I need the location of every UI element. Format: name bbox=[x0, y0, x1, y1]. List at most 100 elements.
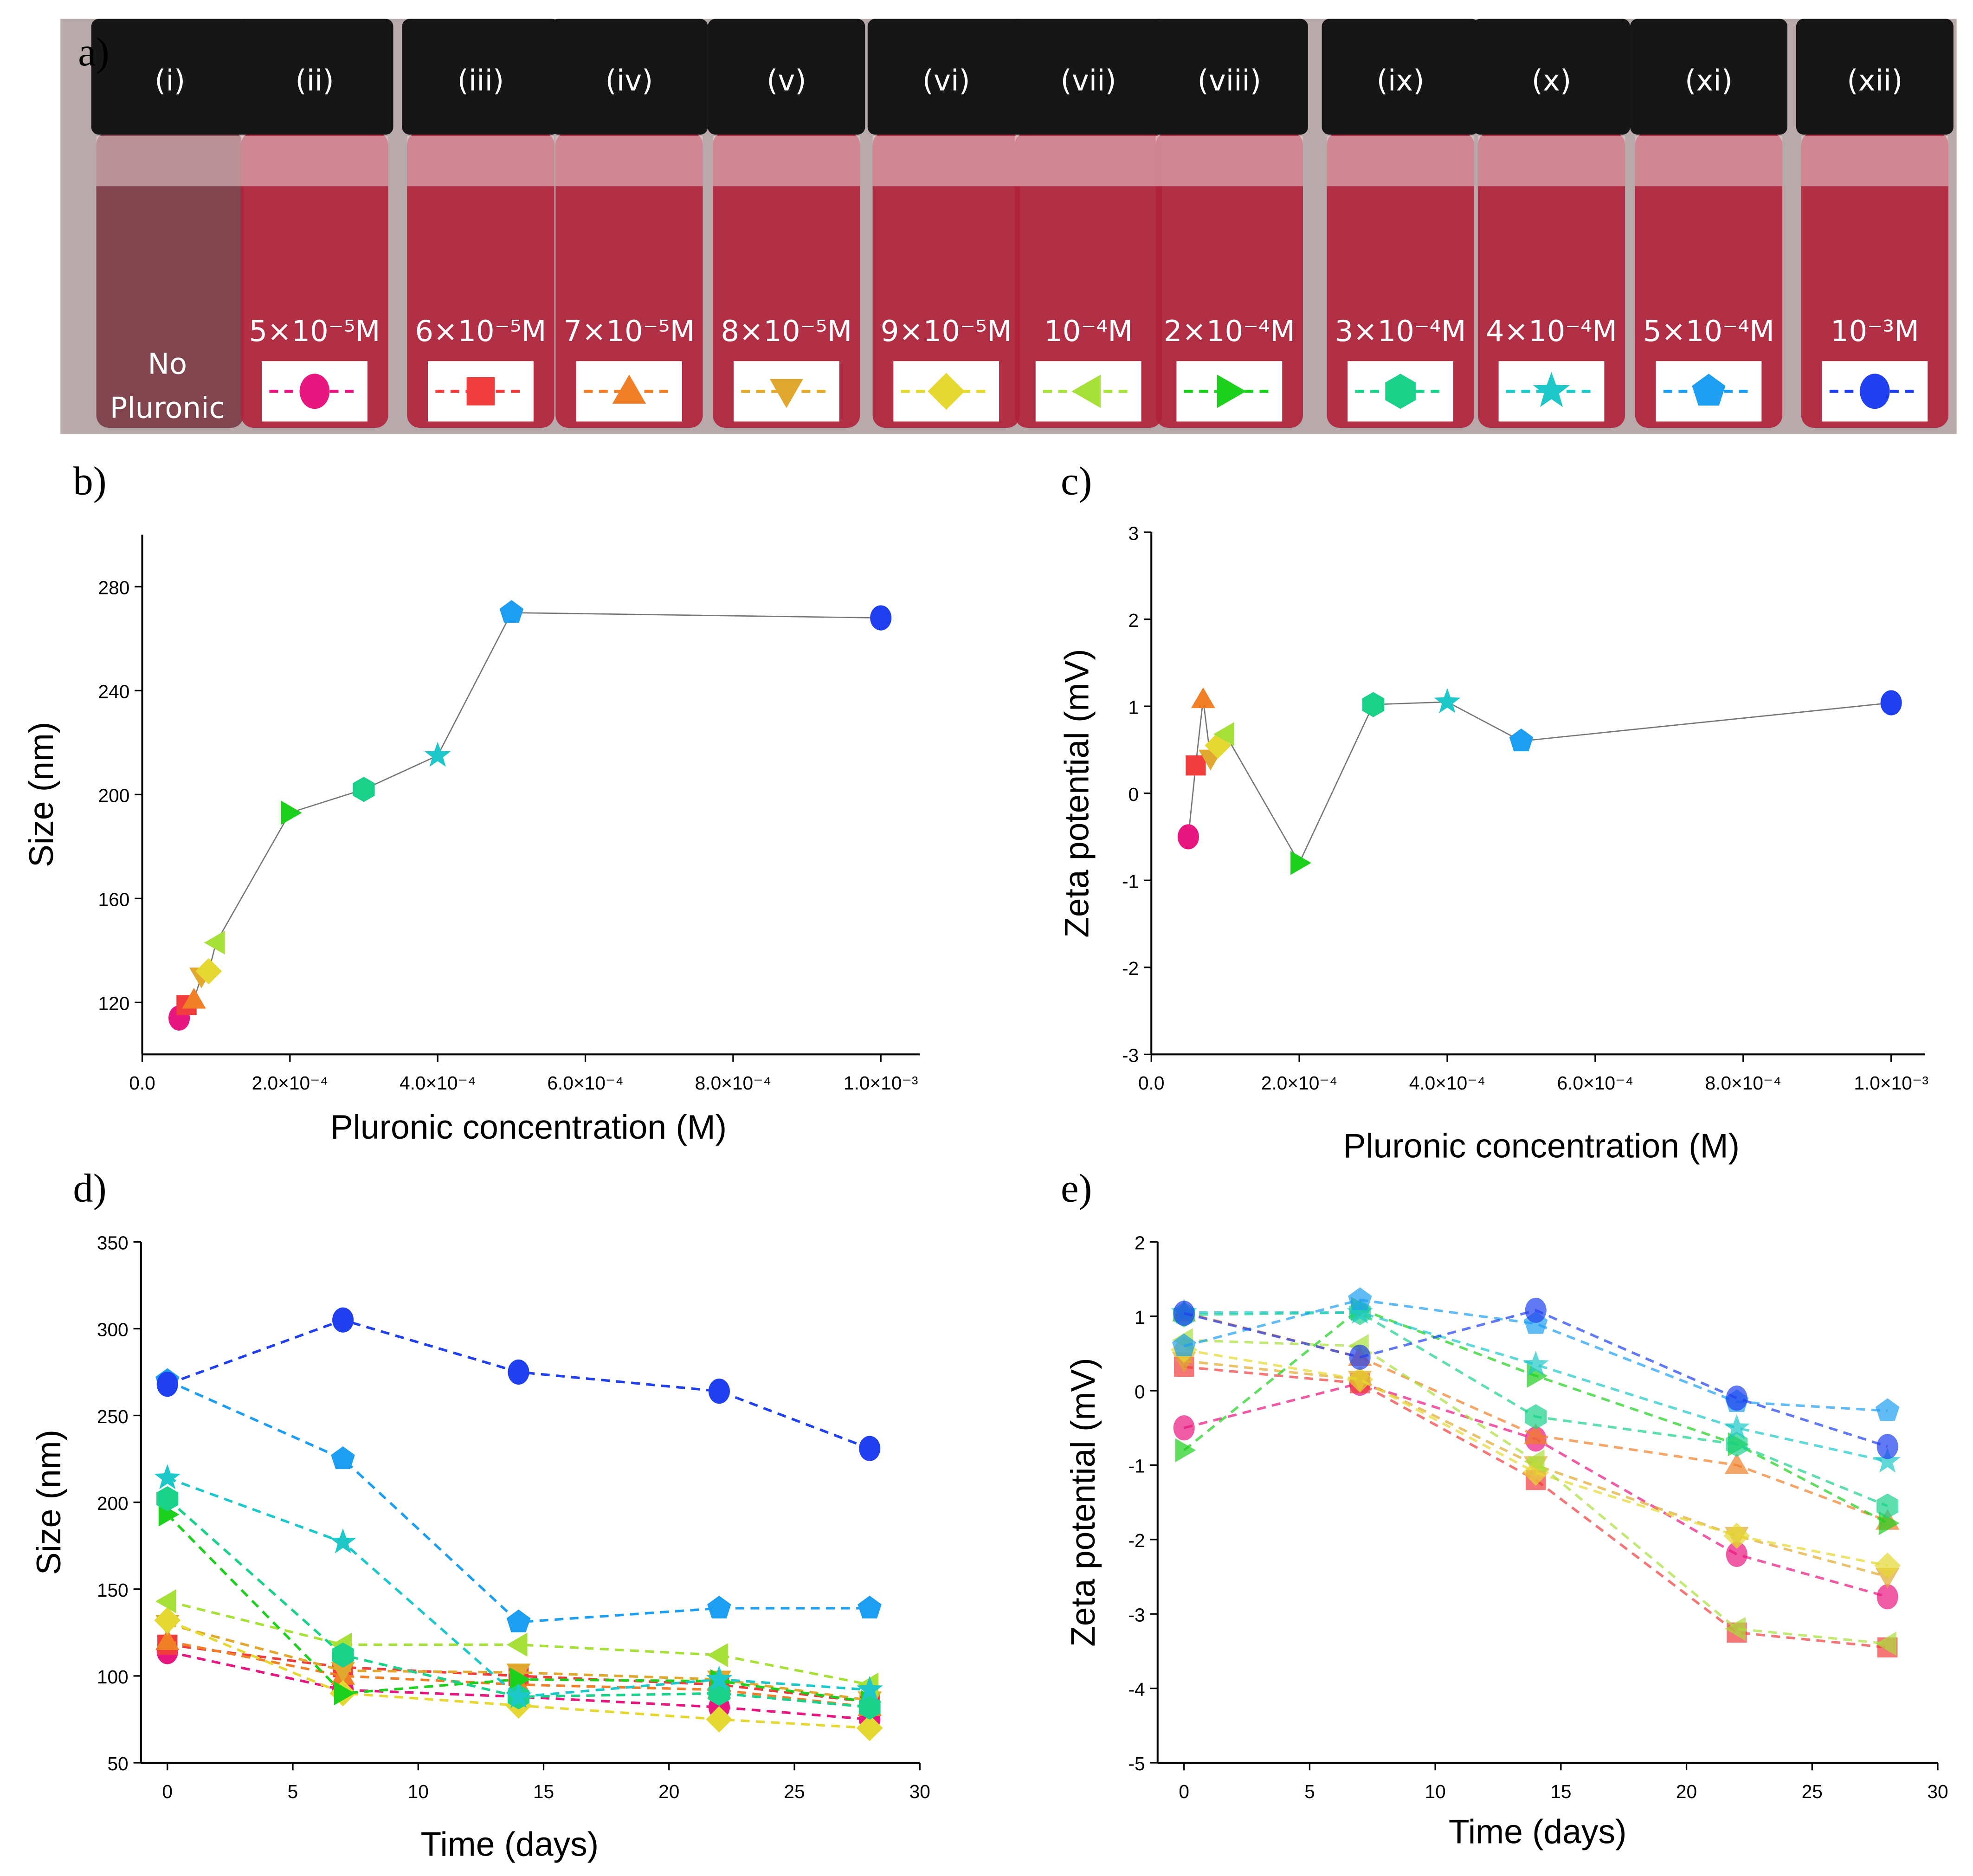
x-tick-label: 1.0×10⁻³ bbox=[1854, 1072, 1928, 1094]
y-tick-label: 1 bbox=[1128, 696, 1139, 718]
y-tick-label: 160 bbox=[98, 889, 130, 910]
x-tick-label: 6.0×10⁻⁴ bbox=[1557, 1072, 1633, 1094]
no-pluronic-label: No bbox=[148, 347, 187, 380]
x-tick-label: 8.0×10⁻⁴ bbox=[1705, 1072, 1781, 1094]
star-marker bbox=[329, 1528, 356, 1554]
y-tick-label: -4 bbox=[1128, 1679, 1145, 1700]
y-tick-label: 3 bbox=[1128, 522, 1139, 544]
triangle-right-marker bbox=[509, 1667, 531, 1692]
series-line bbox=[1184, 1311, 1888, 1522]
vial-concentration: 9×10⁻⁵M bbox=[881, 314, 1012, 348]
y-tick-label: -3 bbox=[1128, 1604, 1145, 1625]
series-line bbox=[1184, 1366, 1888, 1649]
triangle-up-marker bbox=[1191, 687, 1215, 709]
series bbox=[154, 1464, 883, 1708]
vial-concentration: 10⁻⁴M bbox=[1044, 314, 1133, 348]
y-tick-label: -5 bbox=[1128, 1753, 1145, 1774]
vial-number: (iii) bbox=[458, 64, 504, 97]
vial-headspace bbox=[1155, 135, 1303, 187]
series-line bbox=[1184, 1339, 1888, 1645]
triangle-down-marker bbox=[331, 1662, 355, 1683]
vial-concentration: 3×10⁻⁴M bbox=[1335, 314, 1466, 348]
vial-headspace bbox=[1015, 135, 1162, 187]
square-marker bbox=[466, 377, 495, 406]
pentagon-marker bbox=[1692, 374, 1726, 406]
y-tick-label: -3 bbox=[1122, 1045, 1139, 1066]
vial: (viii) 2×10⁻⁴M bbox=[1150, 19, 1308, 428]
vial: (iii) 6×10⁻⁵M bbox=[402, 19, 560, 428]
pentagon-marker bbox=[331, 1446, 355, 1470]
hexagon-marker bbox=[1362, 692, 1385, 717]
x-tick-label: 10 bbox=[1425, 1781, 1446, 1802]
star-marker bbox=[154, 1464, 181, 1489]
pentagon-marker bbox=[1172, 1333, 1196, 1356]
circle-marker bbox=[1880, 690, 1902, 716]
star-marker bbox=[706, 1665, 733, 1691]
y-tick-label: 240 bbox=[98, 681, 130, 703]
series-line bbox=[1184, 1360, 1888, 1578]
series-line bbox=[167, 1380, 870, 1624]
vial-cap bbox=[1473, 19, 1630, 135]
vial-cap bbox=[708, 19, 865, 135]
square-marker bbox=[1186, 755, 1206, 776]
star-marker bbox=[856, 1676, 883, 1701]
panel-label: d) bbox=[73, 1166, 106, 1211]
star-marker bbox=[1434, 688, 1461, 713]
series-line bbox=[167, 1476, 870, 1698]
vial-body bbox=[1635, 132, 1783, 428]
vial-concentration: 2×10⁻⁴M bbox=[1164, 314, 1295, 348]
x-tick-label: 15 bbox=[533, 1781, 554, 1802]
vial-cap bbox=[1150, 19, 1308, 135]
x-axis-label: Time (days) bbox=[420, 1825, 599, 1863]
diamond-marker bbox=[1723, 1522, 1750, 1549]
circle-marker bbox=[1860, 374, 1890, 409]
x-tick-label: 5 bbox=[1304, 1781, 1315, 1802]
vial-cap bbox=[1010, 19, 1167, 135]
vial-number: (xii) bbox=[1847, 64, 1902, 97]
vial-number: (i) bbox=[155, 64, 185, 97]
vial-headspace bbox=[96, 135, 244, 187]
vial-body bbox=[96, 132, 244, 428]
vial-number: (xi) bbox=[1685, 64, 1733, 97]
vial-number: (vi) bbox=[922, 64, 970, 97]
triangle-up-marker bbox=[1523, 1423, 1548, 1444]
x-tick-label: 4.0×10⁻⁴ bbox=[1409, 1072, 1485, 1094]
triangle-right-marker bbox=[1175, 1438, 1196, 1463]
x-tick-label: 30 bbox=[909, 1781, 930, 1802]
circle-marker bbox=[859, 1436, 881, 1461]
diamond-marker bbox=[706, 1706, 733, 1733]
y-tick-label: 100 bbox=[97, 1666, 129, 1688]
vial-body bbox=[1015, 132, 1162, 428]
series-line bbox=[167, 1600, 870, 1686]
vial: (i) bbox=[91, 19, 249, 428]
triangle-left-marker bbox=[1725, 1617, 1746, 1641]
vial: (xi) 5×10⁻⁴M bbox=[1630, 19, 1787, 428]
diamond-marker bbox=[154, 1607, 181, 1634]
vial-concentration: 8×10⁻⁵M bbox=[721, 314, 852, 348]
vial-number: (viii) bbox=[1198, 64, 1262, 97]
vial-concentration: 4×10⁻⁴M bbox=[1486, 314, 1617, 348]
star-marker bbox=[1522, 1351, 1549, 1376]
circle-marker bbox=[156, 1372, 178, 1397]
pentagon-marker bbox=[1876, 1398, 1900, 1421]
vial-body bbox=[1155, 132, 1303, 428]
circle-marker bbox=[1726, 1386, 1747, 1411]
triangle-left-marker bbox=[1523, 1449, 1545, 1474]
connector-line bbox=[1187, 699, 1891, 864]
y-axis-label: Size (nm) bbox=[22, 722, 60, 867]
vial: (xii) 10⁻³M bbox=[1796, 19, 1954, 428]
hexagon-marker bbox=[858, 1694, 881, 1720]
triangle-left-marker bbox=[204, 930, 225, 955]
triangle-left-marker bbox=[506, 1632, 528, 1657]
hexagon-marker bbox=[1876, 1493, 1899, 1519]
x-tick-label: 8.0×10⁻⁴ bbox=[695, 1072, 771, 1094]
vial-headspace bbox=[1477, 135, 1625, 187]
x-axis-label: Pluronic concentration (M) bbox=[1343, 1127, 1740, 1165]
series bbox=[155, 1368, 882, 1632]
y-tick-label: 2 bbox=[1135, 1232, 1145, 1254]
star-marker bbox=[1533, 372, 1570, 407]
star-marker bbox=[505, 1683, 532, 1708]
y-tick-label: 200 bbox=[97, 1493, 129, 1514]
y-tick-label: 150 bbox=[97, 1579, 129, 1601]
